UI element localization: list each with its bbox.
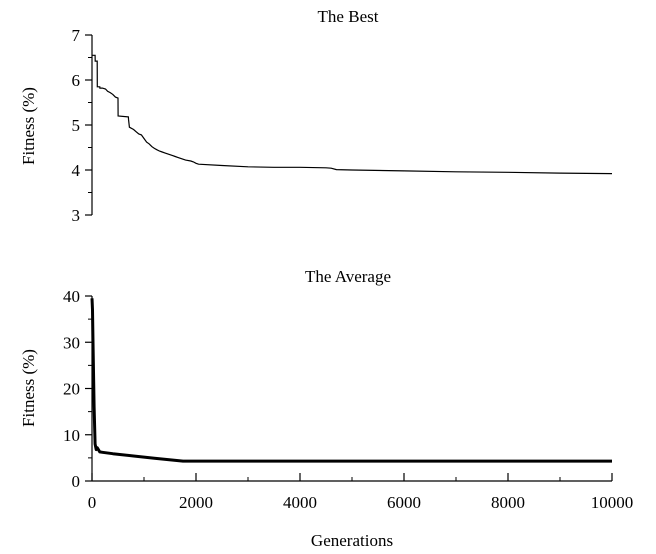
x-tick-label: 0 [88, 493, 97, 512]
y-tick-label: 30 [63, 333, 80, 352]
best-ylabel: Fitness (%) [19, 87, 38, 165]
y-tick-label: 4 [72, 161, 81, 180]
average-y-ticks: 0 10 20 30 40 [63, 287, 92, 491]
y-tick-label: 40 [63, 287, 80, 306]
best-series-line [92, 55, 612, 173]
average-series-line [92, 298, 612, 461]
x-tick-label: 2000 [179, 493, 213, 512]
best-y-ticks: 3 4 5 6 7 [72, 26, 93, 225]
y-tick-label: 7 [72, 26, 81, 45]
y-tick-label: 3 [72, 206, 81, 225]
average-ylabel: Fitness (%) [19, 349, 38, 427]
y-tick-label: 20 [63, 380, 80, 399]
x-tick-label: 8000 [491, 493, 525, 512]
x-tick-label: 4000 [283, 493, 317, 512]
y-tick-label: 0 [72, 472, 81, 491]
y-tick-label: 5 [72, 116, 81, 135]
best-panel: The Best Fitness (%) 3 4 5 6 7 [19, 7, 612, 225]
average-x-ticks: 0 2000 4000 6000 8000 10000 [88, 473, 634, 512]
average-title: The Average [305, 267, 391, 286]
x-tick-label: 6000 [387, 493, 421, 512]
average-xlabel: Generations [311, 531, 393, 550]
y-tick-label: 6 [72, 71, 81, 90]
best-title: The Best [318, 7, 379, 26]
y-tick-label: 10 [63, 426, 80, 445]
x-tick-label: 10000 [591, 493, 634, 512]
average-panel: The Average Fitness (%) 0 10 20 30 40 0 2000 4… [19, 267, 633, 550]
